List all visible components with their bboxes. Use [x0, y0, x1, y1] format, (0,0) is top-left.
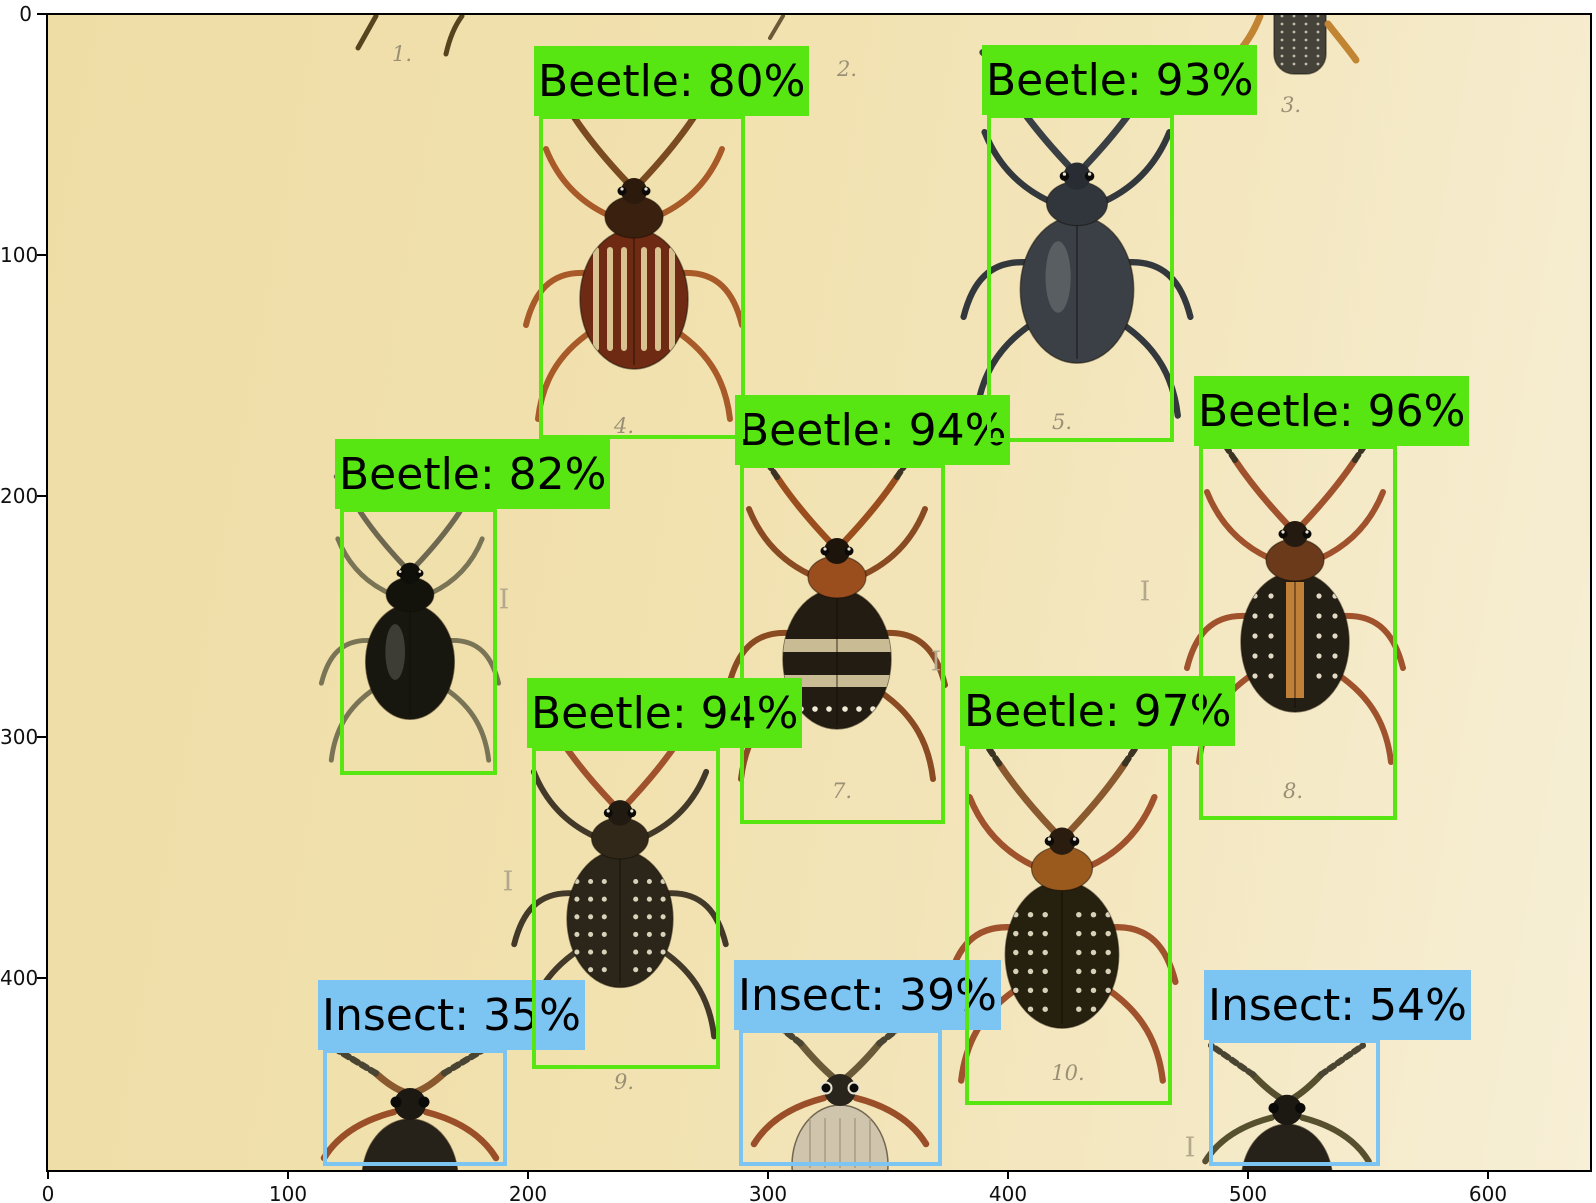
- y-tick-mark: [37, 495, 46, 497]
- x-tick-label: 600: [1468, 1182, 1508, 1203]
- detection-label: Beetle: 93%: [982, 45, 1258, 115]
- x-tick-mark: [47, 1170, 49, 1179]
- y-tick-mark: [37, 13, 46, 15]
- detection-label: Insect: 35%: [318, 980, 585, 1050]
- x-tick-mark: [1247, 1170, 1249, 1179]
- fragment-leg-fig1: [355, 15, 379, 51]
- y-tick-label: 300: [0, 725, 39, 749]
- scale-bar-mark: I: [1184, 1132, 1196, 1164]
- figure-numeral: 1.: [391, 42, 413, 66]
- figure-10-beetle: [945, 714, 1179, 1084]
- figure-numeral: 4.: [613, 414, 635, 438]
- detection-label: Insect: 39%: [734, 960, 1001, 1030]
- detection-label: Beetle: 96%: [1194, 376, 1470, 446]
- figure-9-beetle: [511, 694, 729, 1040]
- figure-5-beetle: [960, 49, 1194, 419]
- x-tick-label: 0: [41, 1182, 55, 1203]
- detection-label: Beetle: 94%: [527, 678, 803, 748]
- figure-numeral: 5.: [1051, 410, 1073, 434]
- scale-bar-mark: I: [1139, 576, 1151, 608]
- y-tick-mark: [37, 977, 46, 979]
- detection-box: [1199, 445, 1397, 820]
- fragment-leg-fig2: [768, 15, 785, 40]
- detection-box: [740, 464, 945, 824]
- figure-4-beetle: [523, 70, 745, 422]
- fragment-leg-fig1b: [443, 15, 465, 57]
- scale-bar-mark: I: [498, 584, 510, 616]
- y-tick-mark: [37, 254, 46, 256]
- detection-label: Beetle: 97%: [960, 676, 1236, 746]
- y-tick-label: 0: [19, 2, 32, 26]
- detection-box: [987, 114, 1174, 442]
- x-tick-label: 500: [1228, 1182, 1268, 1203]
- figure-numeral: 10.: [1051, 1061, 1085, 1085]
- x-tick-label: 100: [268, 1182, 308, 1203]
- figure-numeral: 7.: [831, 779, 853, 803]
- x-tick-mark: [767, 1170, 769, 1179]
- x-tick-label: 400: [988, 1182, 1028, 1203]
- x-tick-mark: [1487, 1170, 1489, 1179]
- figure-insect-right: [1202, 1042, 1372, 1170]
- detection-box: [539, 115, 745, 439]
- detection-box: [965, 745, 1172, 1105]
- detection-box: [532, 747, 720, 1069]
- y-tick-mark: [37, 736, 46, 738]
- x-tick-label: 300: [748, 1182, 788, 1203]
- x-tick-label: 200: [508, 1182, 548, 1203]
- figure-8-beetle: [1184, 413, 1406, 765]
- plot-area: 1. 2. 3. 4. 5. 7. 8. 9. 10. I I I I I Beetle: 80% Beet…: [46, 13, 1592, 1172]
- detection-box: [323, 1049, 507, 1166]
- scale-bar-mark: I: [930, 646, 942, 678]
- scale-bar-mark: I: [502, 866, 514, 898]
- y-tick-label: 400: [0, 966, 39, 990]
- figure-insect-middle: [748, 1001, 932, 1170]
- detection-label: Insect: 54%: [1204, 970, 1471, 1040]
- x-tick-mark: [527, 1170, 529, 1179]
- detection-label: Beetle: 82%: [335, 439, 611, 509]
- x-tick-mark: [1007, 1170, 1009, 1179]
- figure-numeral: 9.: [613, 1070, 635, 1094]
- figure-insect-left: [320, 1044, 500, 1170]
- detection-box: [1209, 1039, 1380, 1166]
- x-tick-mark: [287, 1170, 289, 1179]
- figure-numeral: 8.: [1282, 779, 1304, 803]
- y-tick-label: 100: [0, 243, 39, 267]
- y-tick-label: 200: [0, 484, 39, 508]
- detection-label: Beetle: 94%: [735, 395, 1011, 465]
- detection-box: [340, 508, 497, 775]
- detection-box: [739, 1029, 942, 1166]
- figure-numeral: 2.: [836, 57, 858, 81]
- figure-3-beetle-abdomen: [1228, 15, 1360, 75]
- figure-numeral: 3.: [1280, 93, 1302, 117]
- detection-label: Beetle: 80%: [534, 46, 810, 116]
